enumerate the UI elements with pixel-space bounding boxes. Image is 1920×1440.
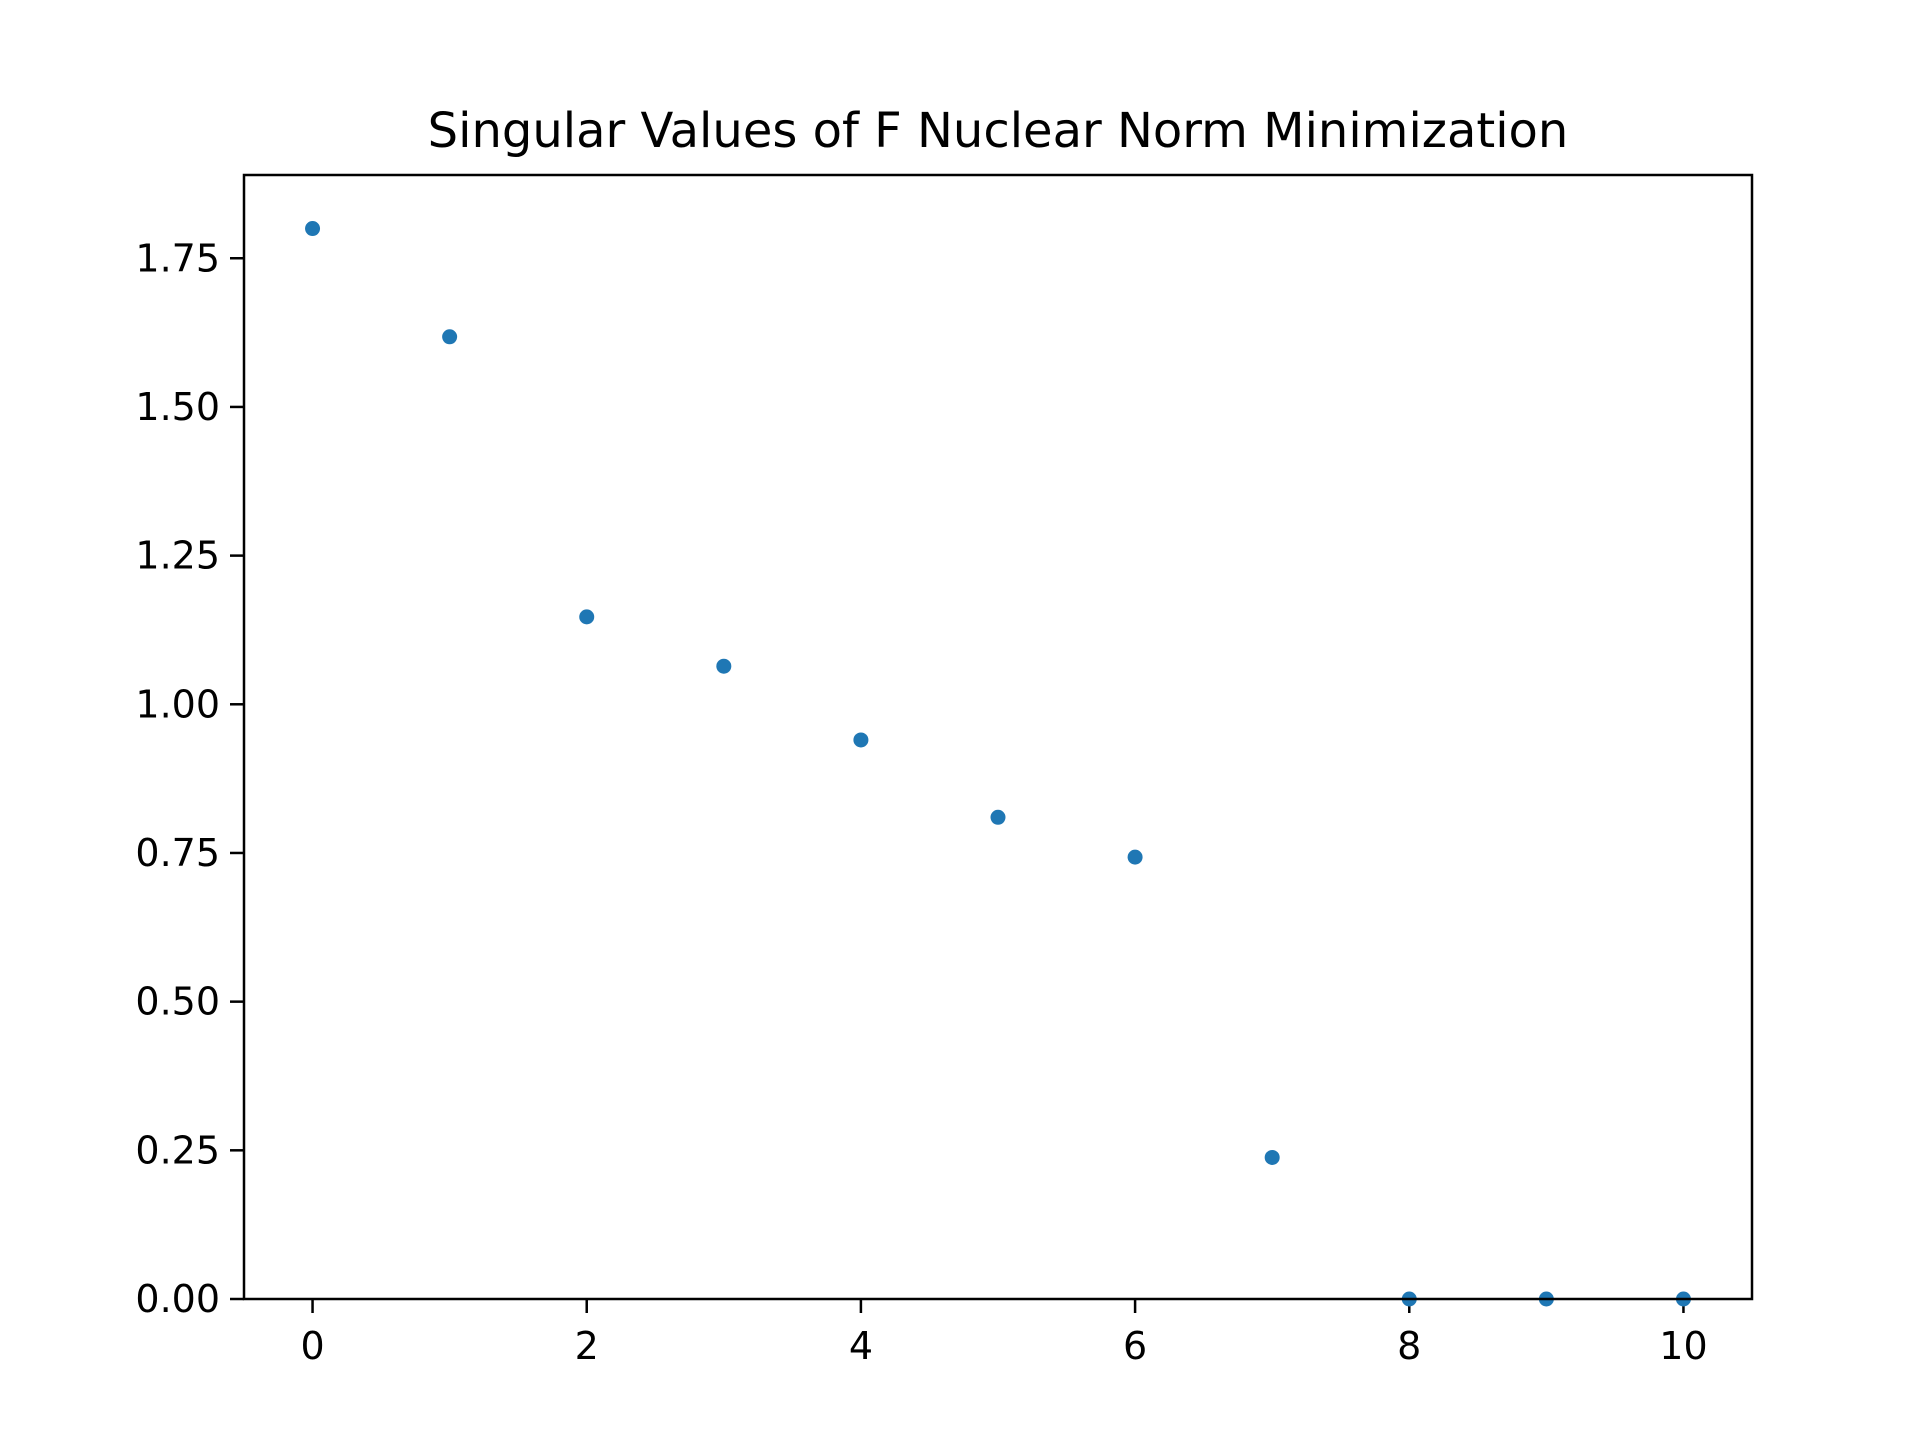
y-tick-label: 0.50 <box>135 980 220 1024</box>
data-point <box>716 658 732 674</box>
x-tick-label: 6 <box>1123 1324 1147 1368</box>
x-tick-label: 4 <box>849 1324 873 1368</box>
x-axis: 0 2 4 6 8 10 <box>300 1299 1708 1368</box>
y-tick-label: 1.00 <box>135 682 220 726</box>
y-tick-label: 0.75 <box>135 831 220 875</box>
x-tick-label: 0 <box>300 1324 324 1368</box>
y-tick-label: 1.50 <box>135 385 220 429</box>
data-points <box>305 221 1691 1307</box>
y-axis: 0.00 0.25 0.50 0.75 1.00 1.25 1.50 1.75 <box>135 236 244 1321</box>
data-point <box>442 329 458 345</box>
y-tick-label: 0.25 <box>135 1128 220 1172</box>
y-tick-label: 1.25 <box>135 534 220 578</box>
data-point <box>1264 1149 1280 1165</box>
chart-title: Singular Values of F Nuclear Norm Minimi… <box>428 103 1569 159</box>
data-point <box>1127 849 1143 865</box>
data-point <box>853 732 869 748</box>
y-tick-label: 0.00 <box>135 1277 220 1321</box>
x-tick-label: 2 <box>575 1324 599 1368</box>
x-tick-label: 8 <box>1397 1324 1421 1368</box>
data-point <box>305 221 321 237</box>
y-tick-label: 1.75 <box>135 236 220 280</box>
data-point <box>579 609 595 625</box>
data-point <box>990 809 1006 825</box>
x-tick-label: 10 <box>1659 1324 1707 1368</box>
plot-frame <box>242 173 1754 1301</box>
